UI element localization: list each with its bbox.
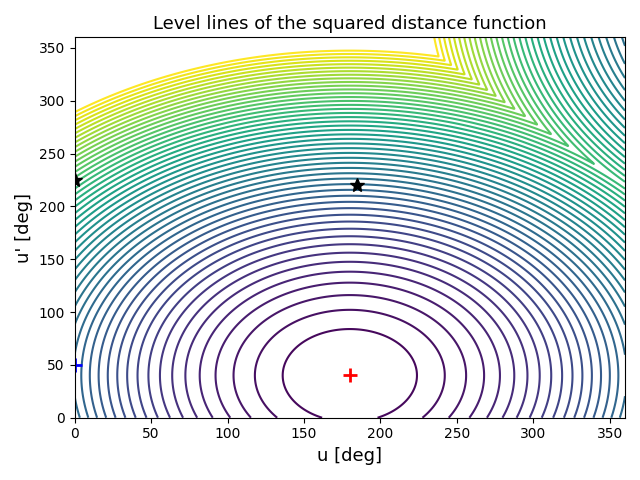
Y-axis label: u' [deg]: u' [deg]	[15, 192, 33, 263]
X-axis label: u [deg]: u [deg]	[317, 447, 382, 465]
Title: Level lines of the squared distance function: Level lines of the squared distance func…	[153, 15, 547, 33]
